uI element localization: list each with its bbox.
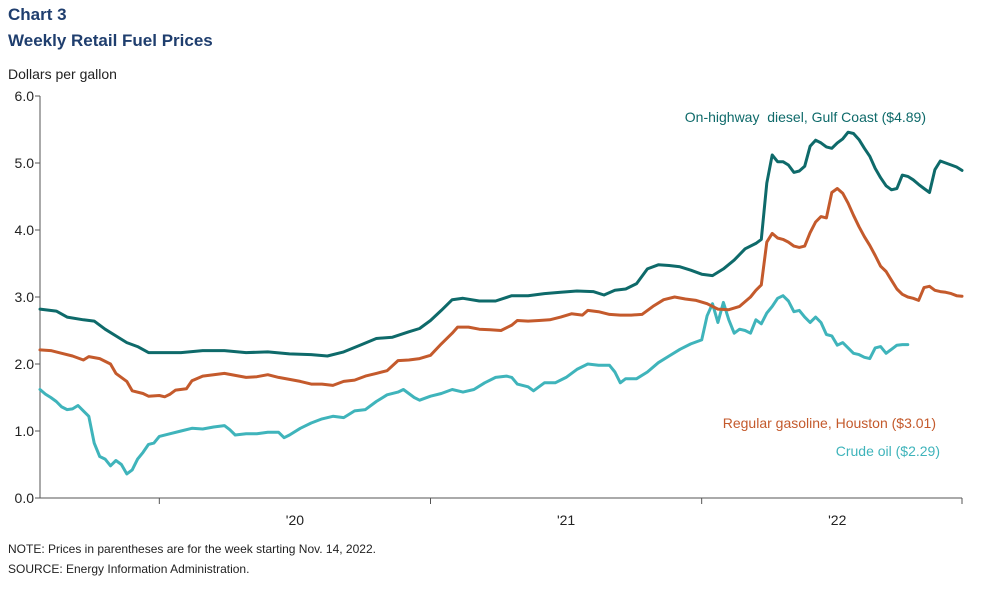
x-tick-label: '22 <box>828 512 846 528</box>
y-tick-label: 3.0 <box>15 289 35 305</box>
y-tick-label: 5.0 <box>15 155 35 171</box>
series-line-gasoline <box>38 187 964 399</box>
y-tick-label: 2.0 <box>15 356 35 372</box>
source-note: SOURCE: Energy Information Administratio… <box>8 562 250 576</box>
chart-number: Chart 3 <box>8 5 67 24</box>
footnote: NOTE: Prices in parentheses are for the … <box>8 542 376 556</box>
series-line-crude <box>38 294 910 476</box>
x-tick-label: '20 <box>286 512 304 528</box>
series-label-crude: Crude oil ($2.29) <box>836 443 940 459</box>
y-tick-label: 1.0 <box>15 423 35 439</box>
series-label-gasoline: Regular gasoline, Houston ($3.01) <box>723 415 936 431</box>
series-label-diesel: On-highway diesel, Gulf Coast ($4.89) <box>685 109 926 125</box>
x-tick-label: '21 <box>557 512 575 528</box>
y-axis-label: Dollars per gallon <box>8 66 117 82</box>
y-tick-label: 0.0 <box>15 490 35 506</box>
series-line-diesel <box>38 130 964 358</box>
chart-title: Weekly Retail Fuel Prices <box>8 31 213 50</box>
y-tick-label: 4.0 <box>15 222 35 238</box>
y-tick-label: 6.0 <box>15 88 35 104</box>
